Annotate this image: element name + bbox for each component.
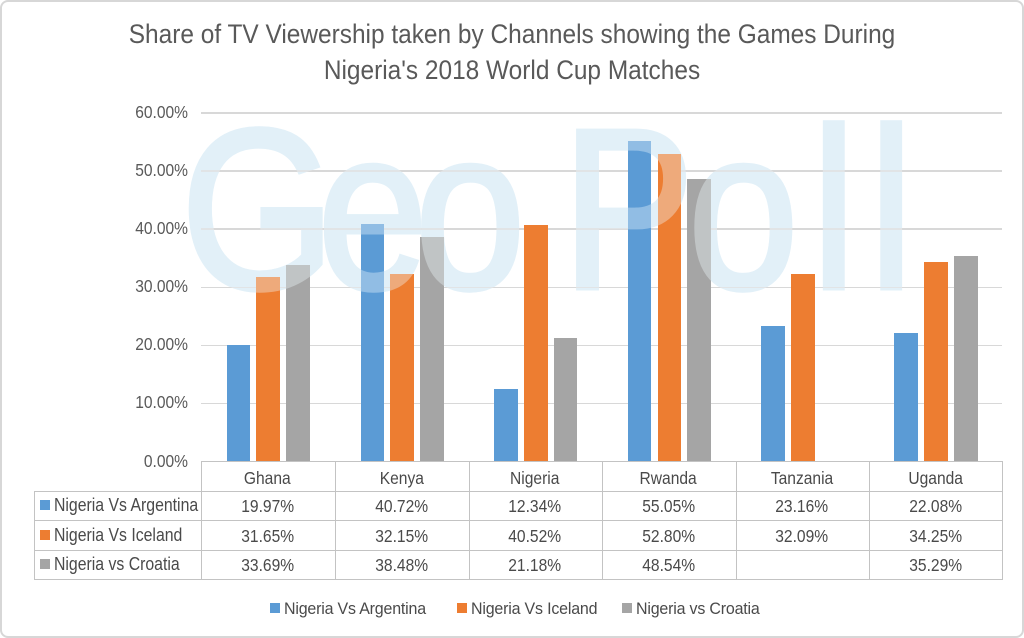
svg-text:Geo Poll: Geo Poll xyxy=(181,83,913,337)
